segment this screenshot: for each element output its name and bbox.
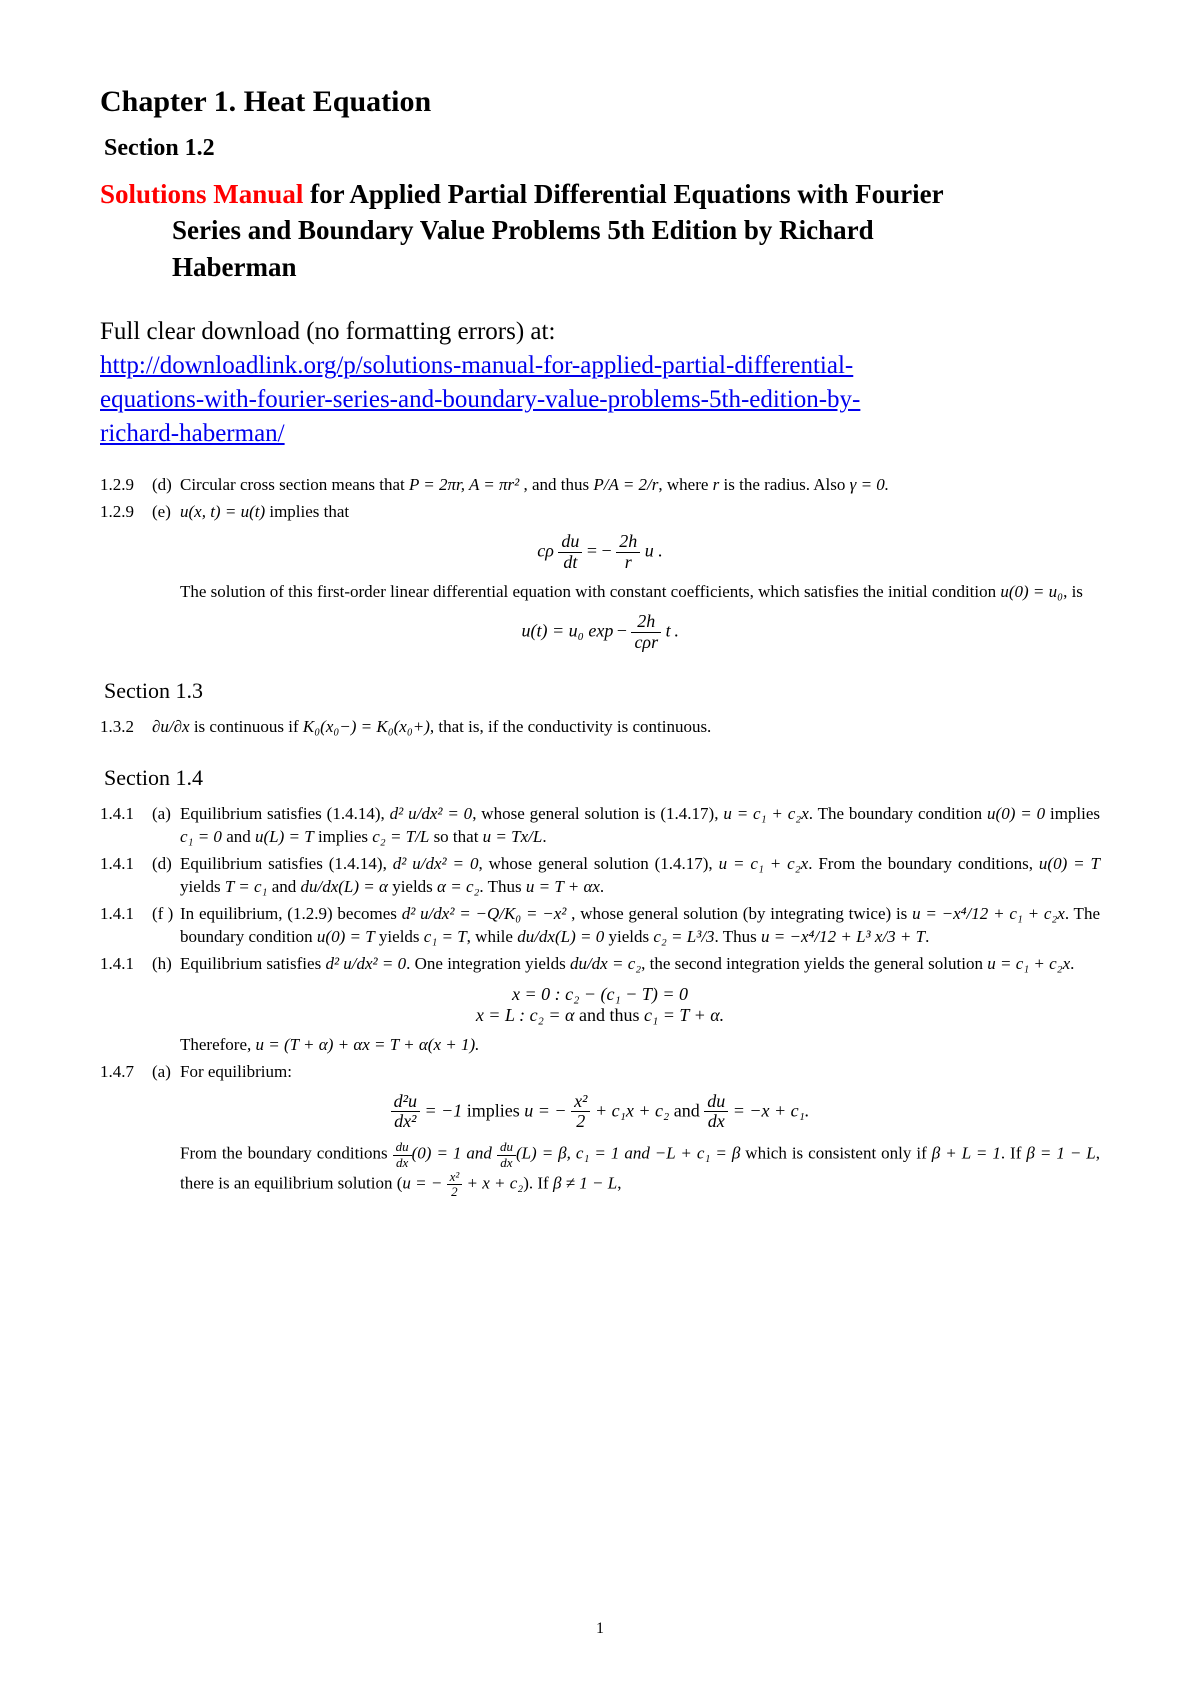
link-line1: http://downloadlink.org/p/solutions-manu… [100, 352, 853, 379]
prob-letter: (d) [152, 853, 180, 899]
prob-body: Equilibrium satisfies d² u/dx² = 0. One … [180, 953, 1100, 976]
prob-body: ∂u/∂x is continuous if K₀(x₀−) = K₀(x₀+)… [152, 716, 1100, 739]
section-1-4-heading: Section 1.4 [104, 765, 1100, 791]
problem-1-2-9-e: 1.2.9 (e) u(x, t) = u(t) implies that [100, 501, 1100, 524]
prob-letter: (d) [152, 474, 180, 497]
prob-body: u(x, t) = u(t) implies that [180, 501, 1100, 524]
prob-body: In equilibrium, (1.2.9) becomes d² u/dx²… [180, 903, 1100, 949]
title-red-span: Solutions Manual [100, 179, 303, 209]
prob-num: 1.2.9 [100, 474, 152, 497]
problem-1-2-9-d: 1.2.9 (d) Circular cross section means t… [100, 474, 1100, 497]
prob-num: 1.2.9 [100, 501, 152, 524]
equation-display-3: x = 0 : c₂ − (c₁ − T) = 0 x = L : c₂ = α… [100, 984, 1100, 1026]
intro-block: Full clear download (no formatting error… [100, 315, 1100, 450]
prob-body: Circular cross section means that P = 2π… [180, 474, 1100, 497]
prob-num: 1.4.7 [100, 1061, 152, 1084]
prob-body: Equilibrium satisfies (1.4.14), d² u/dx²… [180, 853, 1100, 899]
prob-letter: (e) [152, 501, 180, 524]
prob-num: 1.4.1 [100, 903, 152, 949]
prob-num: 1.3.2 [100, 716, 152, 739]
prob-num: 1.4.1 [100, 803, 152, 849]
chapter-title: Chapter 1. Heat Equation [100, 85, 1100, 119]
link-line2: equations-with-fourier-series-and-bounda… [100, 386, 860, 413]
title-line1-rest: for Applied Partial Differential Equatio… [303, 179, 943, 209]
prob-num: 1.4.1 [100, 853, 152, 899]
prob-letter: (h) [152, 953, 180, 976]
problem-1-4-1-h: 1.4.1 (h) Equilibrium satisfies d² u/dx²… [100, 953, 1100, 976]
section-1-3-heading: Section 1.3 [104, 678, 1100, 704]
prob-body: Equilibrium satisfies (1.4.14), d² u/dx²… [180, 803, 1100, 849]
prob-continuation: The solution of this first-order linear … [100, 581, 1100, 604]
download-link[interactable]: http://downloadlink.org/p/solutions-manu… [100, 352, 860, 447]
prob-letter: (a) [152, 803, 180, 849]
title-line2: Series and Boundary Value Problems 5th E… [100, 212, 1100, 248]
page-number: 1 [0, 1620, 1200, 1638]
prob-continuation: From the boundary conditions dudx(0) = 1… [100, 1140, 1100, 1199]
intro-lead: Full clear download (no formatting error… [100, 318, 555, 345]
prob-body: For equilibrium: [180, 1061, 1100, 1084]
prob-letter: (a) [152, 1061, 180, 1084]
equation-display-4: d²udx² = −1 implies u = − x²2 + c₁x + c₂… [100, 1092, 1100, 1133]
prob-num: 1.4.1 [100, 953, 152, 976]
equation-display-1: cρ dudt = − 2hr u . [100, 532, 1100, 573]
prob-continuation: Therefore, u = (T + α) + αx = T + α(x + … [100, 1034, 1100, 1057]
problem-1-3-2: 1.3.2 ∂u/∂x is continuous if K₀(x₀−) = K… [100, 716, 1100, 739]
problem-1-4-7-a: 1.4.7 (a) For equilibrium: [100, 1061, 1100, 1084]
link-line3: richard-haberman/ [100, 420, 285, 447]
document-page: Chapter 1. Heat Equation Section 1.2 Sol… [0, 0, 1200, 1698]
problem-1-4-1-d: 1.4.1 (d) Equilibrium satisfies (1.4.14)… [100, 853, 1100, 899]
equation-display-2: u(t) = u₀ exp − 2hcρr t . [100, 612, 1100, 653]
prob-letter: (f ) [152, 903, 180, 949]
problem-1-4-1-a: 1.4.1 (a) Equilibrium satisfies (1.4.14)… [100, 803, 1100, 849]
problem-1-4-1-f: 1.4.1 (f ) In equilibrium, (1.2.9) becom… [100, 903, 1100, 949]
section-1-2-heading: Section 1.2 [104, 135, 1100, 162]
title-line3: Haberman [100, 249, 1100, 285]
book-title: Solutions Manual for Applied Partial Dif… [100, 176, 1100, 285]
